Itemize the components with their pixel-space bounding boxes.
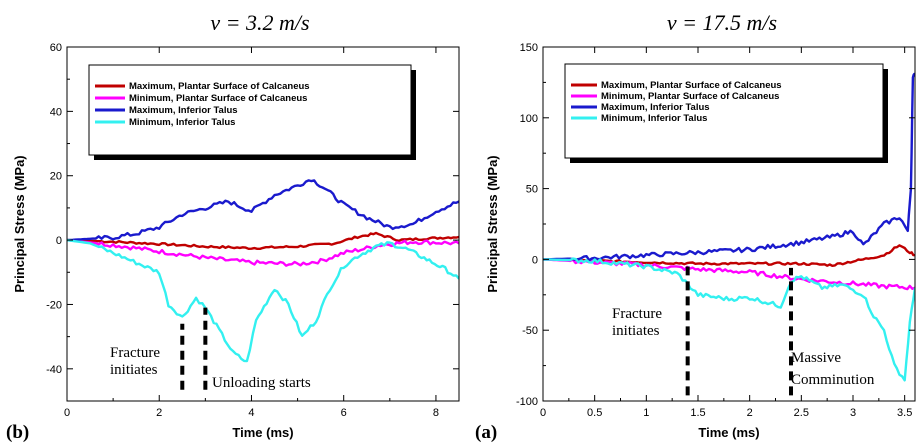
chart-panel-a: 0 0.5 1 1.5 2 2.5 3 3.5 -100 -50 0 50 100 150 Time (ms… — [475, 10, 916, 443]
annotation-text: Unloading starts — [212, 375, 311, 391]
legend-box — [564, 63, 884, 159]
x-tick-label: 2 — [156, 407, 162, 419]
legend-label: Maximum, Inferior Talus — [129, 105, 238, 116]
legend-label: Maximum, Inferior Talus — [601, 102, 710, 113]
series-line-2 — [543, 258, 915, 291]
series-group — [67, 179, 459, 363]
x-axis-label: Time (ms) — [232, 425, 293, 440]
x-tick-label: 3 — [850, 407, 856, 419]
y-tick-label: -20 — [46, 299, 62, 311]
series-line-3 — [67, 179, 459, 242]
legend-label: Minimum, Inferior Talus — [601, 113, 707, 124]
annotation-text: initiates — [612, 323, 660, 339]
plot-frame — [66, 46, 460, 402]
x-tick-label: 0.5 — [587, 407, 602, 419]
series-line-4 — [67, 238, 459, 363]
annotation-text: Fracture — [612, 306, 662, 322]
legend-label: Minimum, Plantar Surface of Calcaneus — [129, 93, 307, 104]
y-tick-label: 0 — [56, 235, 62, 247]
series-line-3 — [543, 72, 915, 262]
y-axis-label: Principal Stress (MPa) — [12, 155, 27, 292]
annotation-text: Fracture — [110, 345, 160, 361]
x-tick-label: 2 — [747, 407, 753, 419]
x-tick-label: 2.5 — [794, 407, 809, 419]
x-tick-label: 0 — [540, 407, 546, 419]
x-tick-label: 4 — [248, 407, 254, 419]
y-tick-label: 50 — [526, 184, 538, 196]
x-tick-label: 1.5 — [690, 407, 705, 419]
x-tick-label: 1 — [643, 407, 649, 419]
annotation-text: Massive — [791, 350, 841, 366]
y-tick-label: -50 — [522, 325, 538, 337]
y-tick-label: 100 — [520, 113, 538, 125]
legend-label: Minimum, Inferior Talus — [129, 117, 235, 128]
y-tick-label: 0 — [532, 254, 538, 266]
series-line-2 — [67, 238, 459, 267]
chart-title: v = 3.2 m/s — [210, 10, 309, 35]
chart-panel-b: 0 2 4 6 8 -40 -20 0 20 40 60 Time (ms) Principal Str… — [6, 10, 460, 443]
y-tick-label: -100 — [516, 396, 538, 408]
y-tick-label: 20 — [50, 171, 62, 183]
x-tick-label: 0 — [64, 407, 70, 419]
legend-label: Maximum, Plantar Surface of Calcaneus — [601, 80, 782, 91]
x-tick-label: 3.5 — [897, 407, 912, 419]
x-tick-label: 6 — [341, 407, 347, 419]
annotation-text: Comminution — [791, 372, 875, 388]
series-line-4 — [543, 257, 915, 382]
legend-box — [88, 64, 412, 156]
y-axis-label: Principal Stress (MPa) — [485, 155, 500, 292]
y-tick-label: 150 — [520, 42, 538, 54]
chart-title: v = 17.5 m/s — [667, 10, 777, 35]
series-line-1 — [67, 231, 459, 251]
y-tick-label: -40 — [46, 364, 62, 376]
y-tick-label: 60 — [50, 42, 62, 54]
annotation-text: initiates — [110, 362, 158, 378]
series-group — [543, 72, 915, 382]
legend-label: Minimum, Plantar Surface of Calcaneus — [601, 91, 779, 102]
x-axis-label: Time (ms) — [698, 425, 759, 440]
panel-label: (a) — [475, 422, 497, 443]
legend-label: Maximum, Plantar Surface of Calcaneus — [129, 81, 310, 92]
panel-label: (b) — [6, 422, 29, 443]
x-tick-label: 8 — [433, 407, 439, 419]
y-tick-label: 40 — [50, 106, 62, 118]
